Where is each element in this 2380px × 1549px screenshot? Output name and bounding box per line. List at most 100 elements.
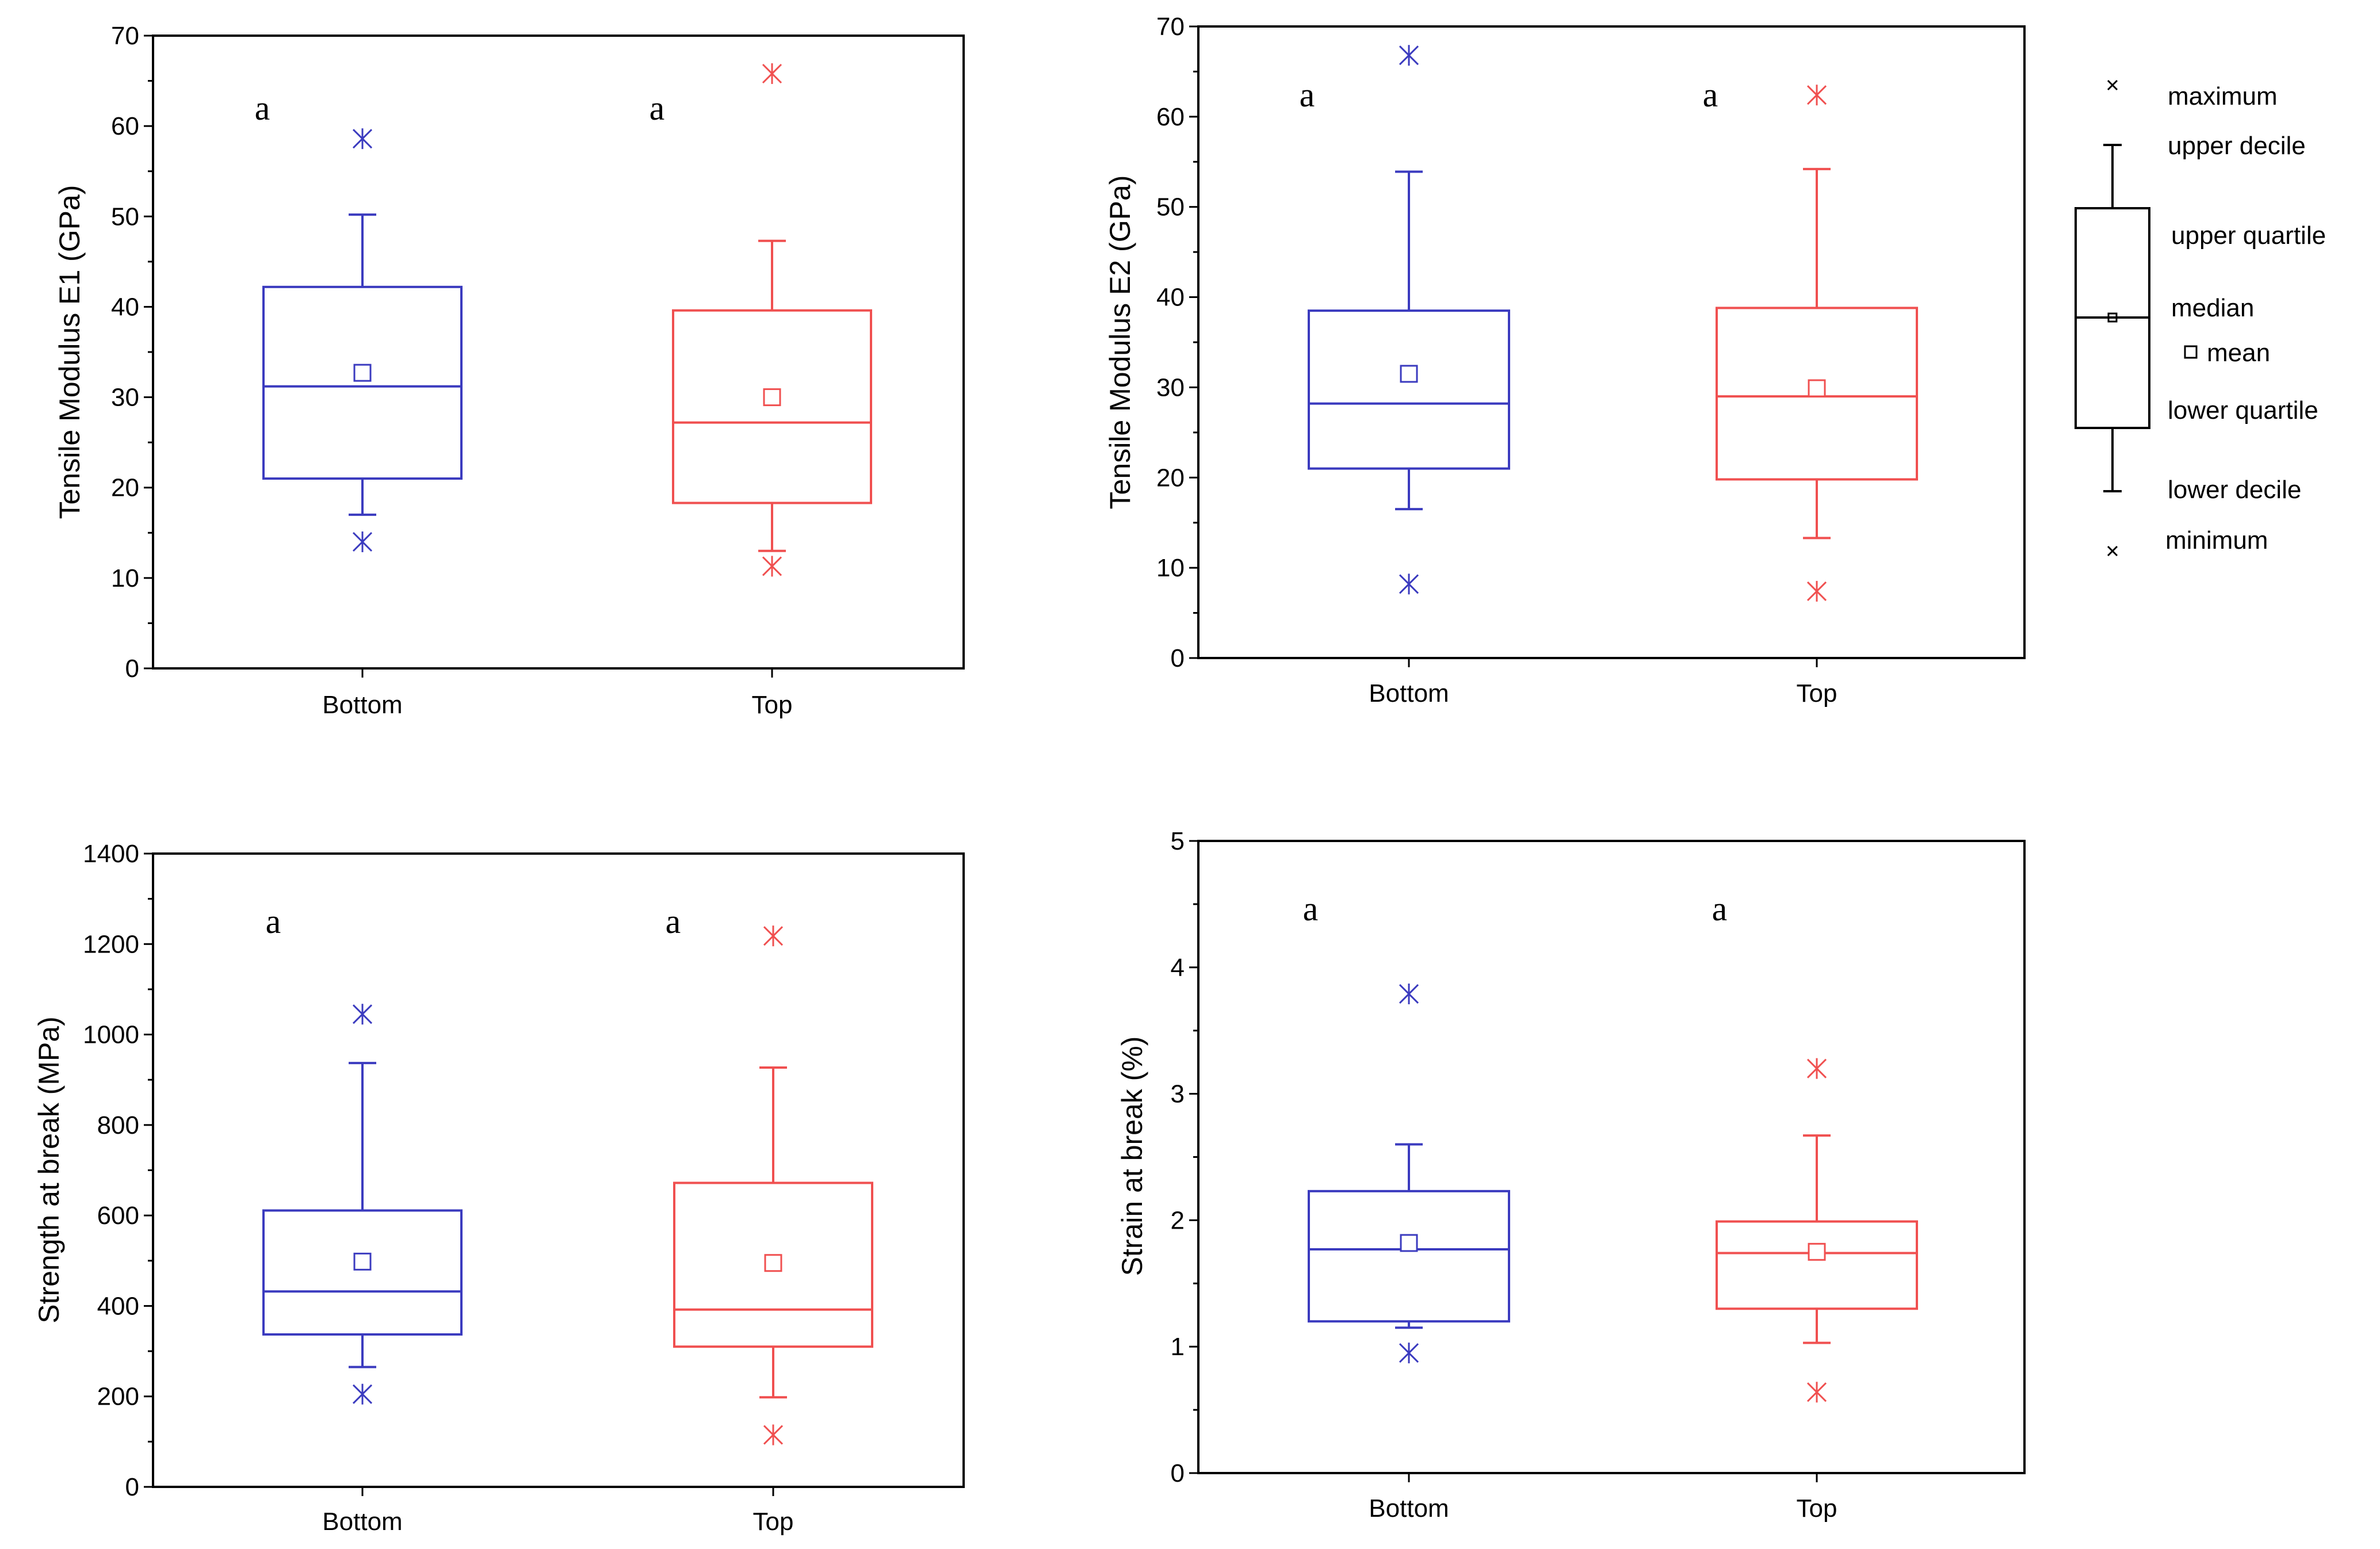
legend-mean-marker (2107, 312, 2118, 323)
legend-label-lower-quartile: lower quartile (2168, 396, 2318, 424)
y-tick-label: 10 (1156, 554, 1185, 582)
y-tick-label: 1200 (83, 930, 139, 958)
mean-marker (1808, 379, 1826, 397)
y-tick-label: 60 (111, 112, 139, 140)
maximum-marker (1399, 45, 1419, 66)
y-tick-label: 2 (1171, 1206, 1185, 1234)
interquartile-box (262, 1209, 463, 1336)
maximum-marker (1806, 85, 1827, 106)
chart-panel-e1: Tensile Modulus E1 (GPa) Bottom Top a a … (54, 22, 965, 719)
y-tick-label: 400 (97, 1292, 139, 1320)
mean-marker (764, 1254, 782, 1272)
y-axis-title: Tensile Modulus E2 (GPa) (1104, 175, 1136, 510)
y-tick-label: 0 (125, 655, 139, 683)
maximum-marker (1399, 983, 1419, 1004)
box-legend: maximum upper decile upper quartile medi… (2075, 79, 2326, 557)
mean-marker (353, 364, 372, 382)
box-top (672, 63, 872, 577)
maximum-marker (1806, 1058, 1827, 1079)
plot-frame (152, 35, 965, 670)
y-tick-label: 1 (1171, 1333, 1185, 1361)
y-tick-label: 0 (1171, 644, 1185, 672)
x-tick-label-top: Top (1797, 679, 1837, 707)
interquartile-box (1716, 307, 1918, 481)
significance-letter-bottom: a (1300, 76, 1315, 114)
maximum-marker (352, 128, 373, 150)
x-tick-label-top: Top (1797, 1494, 1837, 1523)
y-axis-title: Tensile Modulus E1 (GPa) (54, 185, 86, 519)
y-tick-label: 1400 (83, 840, 139, 868)
legend-label-lower-decile: lower decile (2168, 476, 2301, 504)
maximum-marker (762, 63, 782, 84)
significance-letter-top: a (1703, 76, 1718, 114)
box-bottom (262, 1004, 463, 1405)
x-tick-label-top: Top (752, 691, 793, 719)
y-tick-label: 60 (1156, 103, 1185, 131)
x-tick-label-top: Top (753, 1508, 794, 1536)
y-tick-label: 4 (1171, 954, 1185, 982)
minimum-marker (762, 556, 782, 577)
plot-frame (152, 852, 965, 1488)
y-tick-label: 0 (1171, 1459, 1185, 1487)
box-bottom (1308, 983, 1510, 1364)
y-tick-label: 70 (1156, 13, 1185, 41)
y-tick-label: 30 (1156, 373, 1185, 401)
legend-label-upper-decile: upper decile (2168, 132, 2306, 160)
legend-maximum-marker (2107, 79, 2118, 91)
x-tick-label-bottom: Bottom (322, 691, 402, 719)
minimum-marker (352, 531, 373, 552)
y-tick-label: 200 (97, 1383, 139, 1411)
chart-panel-strain: Strain at break (%) Bottom Top a a 0 1 2 3 4… (1116, 827, 2026, 1523)
significance-letter-bottom: a (1303, 890, 1319, 928)
y-tick-label: 800 (97, 1111, 139, 1139)
y-tick-label: 50 (111, 202, 139, 231)
interquartile-box (1308, 309, 1510, 470)
significance-letter-top: a (650, 89, 665, 127)
legend-label-mean: mean (2207, 339, 2270, 367)
legend-label-median: median (2171, 294, 2254, 322)
legend-label-minimum: minimum (2165, 526, 2268, 554)
significance-letter-bottom: a (266, 902, 281, 940)
chart-panel-strength: Strength at break (MPa) Bottom Top a a 0… (33, 840, 965, 1536)
minimum-marker (1399, 1343, 1419, 1364)
y-axis-title: Strain at break (%) (1116, 1037, 1148, 1276)
y-tick-label: 10 (111, 564, 139, 592)
interquartile-box (1716, 1220, 1918, 1310)
y-tick-label: 0 (125, 1473, 139, 1501)
y-tick-label: 20 (1156, 464, 1185, 492)
minimum-marker (763, 1424, 784, 1445)
box-bottom (1308, 45, 1510, 595)
legend-mean-symbol (2184, 345, 2198, 359)
plot-frame (1197, 840, 2026, 1474)
plot-frame (1197, 25, 2026, 659)
minimum-marker (352, 1383, 373, 1405)
mean-marker (1400, 1234, 1418, 1252)
y-tick-label: 40 (111, 293, 139, 321)
y-tick-label: 3 (1171, 1080, 1185, 1108)
mean-marker (1808, 1242, 1826, 1261)
legend-minimum-marker (2107, 545, 2118, 557)
y-tick-label: 70 (111, 22, 139, 50)
y-tick-label: 30 (111, 384, 139, 412)
chart-panel-e2: Tensile Modulus E2 (GPa) Bottom Top a a … (1104, 13, 2026, 707)
y-tick-label: 50 (1156, 193, 1185, 221)
y-tick-label: 5 (1171, 827, 1185, 855)
interquartile-box (262, 285, 463, 480)
minimum-marker (1399, 573, 1419, 595)
box-top (1716, 1058, 1918, 1403)
minimum-marker (1806, 1382, 1827, 1403)
mean-marker (353, 1252, 372, 1271)
minimum-marker (1806, 580, 1827, 602)
y-tick-label: 40 (1156, 284, 1185, 312)
significance-letter-bottom: a (255, 89, 270, 127)
legend-label-maximum: maximum (2168, 82, 2278, 110)
interquartile-box (1308, 1190, 1510, 1323)
interquartile-box (672, 309, 872, 504)
legend-label-upper-quartile: upper quartile (2171, 221, 2326, 250)
x-tick-label-bottom: Bottom (1369, 1494, 1449, 1523)
interquartile-box (673, 1181, 873, 1348)
x-tick-label-bottom: Bottom (322, 1508, 402, 1536)
box-top (1716, 85, 1918, 602)
